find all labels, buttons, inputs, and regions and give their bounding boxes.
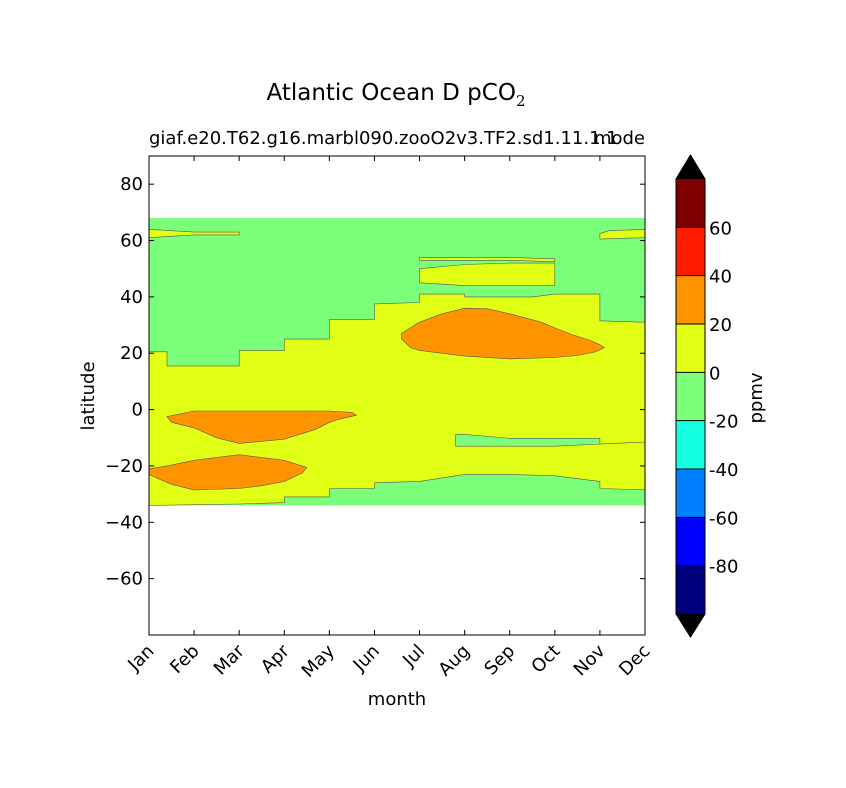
x-tick-label: Apr	[257, 640, 294, 677]
y-tick-label: −40	[105, 512, 143, 533]
colorbar-swatch	[676, 227, 705, 276]
x-tick-label: Feb	[166, 641, 203, 678]
chart-title-main: Atlantic Ocean D pCO	[267, 80, 516, 106]
colorbar-tick-label: 0	[709, 363, 720, 384]
contour-regions	[149, 218, 645, 506]
colorbar-over-arrow	[676, 155, 705, 179]
x-tick-label: Oct	[527, 641, 564, 678]
y-axis: 80 60 40 20 0 −20 −40 −60	[105, 174, 645, 590]
y-tick-label: −20	[105, 456, 143, 477]
colorbar-tick-label: 60	[709, 218, 732, 239]
colorbar-swatch	[676, 469, 705, 518]
colorbar: 60 40 20 0 -20 -40 -60 -80	[675, 154, 738, 638]
x-tick-label: May	[298, 640, 339, 681]
colorbar-swatch	[676, 517, 705, 566]
chart-subtitle-right: mode	[594, 128, 645, 149]
colorbar-tick-label: 20	[709, 315, 732, 336]
x-tick-label: Sep	[480, 641, 519, 680]
colorbar-swatch	[676, 372, 705, 421]
colorbar-swatch	[676, 179, 705, 228]
y-tick-label: 0	[132, 400, 143, 421]
colorbar-label: ppmv	[746, 372, 767, 423]
colorbar-swatch	[676, 324, 705, 373]
colorbar-tick-label: -40	[709, 460, 738, 481]
colorbar-swatch	[676, 420, 705, 469]
x-tick-label: Jun	[349, 641, 384, 676]
region-north-jan-strip	[149, 228, 240, 239]
y-tick-label: 40	[120, 287, 143, 308]
x-tick-label: Jan	[123, 641, 158, 676]
chart-title: Atlantic Ocean D pCO2	[267, 80, 526, 110]
colorbar-tick-label: -20	[709, 412, 738, 433]
chart-title-subscript: 2	[516, 92, 526, 110]
colorbar-swatch	[676, 565, 705, 614]
colorbar-tick-label: -80	[709, 557, 738, 578]
y-axis-label: latitude	[78, 361, 99, 430]
chart-subtitle-left: giaf.e20.T62.g16.marbl090.zooO2v3.TF2.sd…	[149, 128, 618, 149]
x-axis-label: month	[368, 689, 426, 710]
region-north-summer-strip-1	[419, 257, 556, 263]
colorbar-tick-label: 40	[709, 267, 732, 288]
x-tick-label: Nov	[570, 640, 610, 680]
colorbar-outline	[675, 154, 706, 638]
region-summer-high	[401, 307, 606, 360]
y-tick-label: 60	[120, 231, 143, 252]
x-tick-label: Dec	[615, 641, 654, 680]
colorbar-swatch	[676, 275, 705, 324]
colorbar-tick-label: -60	[709, 508, 738, 529]
y-tick-label: 20	[120, 343, 143, 364]
x-tick-label: Mar	[210, 640, 249, 679]
region-north-summer-strip-2	[419, 262, 556, 286]
plot-frame	[148, 155, 646, 636]
colorbar-under-arrow	[676, 614, 705, 637]
region-southern-high	[149, 454, 308, 491]
x-tick-label: Jul	[398, 641, 429, 672]
y-tick-label: −60	[105, 569, 143, 590]
y-tick-label: 80	[120, 174, 143, 195]
x-tick-label: Aug	[434, 641, 474, 681]
region-equatorial-high	[166, 410, 358, 444]
region-north-dec-strip	[599, 228, 645, 240]
